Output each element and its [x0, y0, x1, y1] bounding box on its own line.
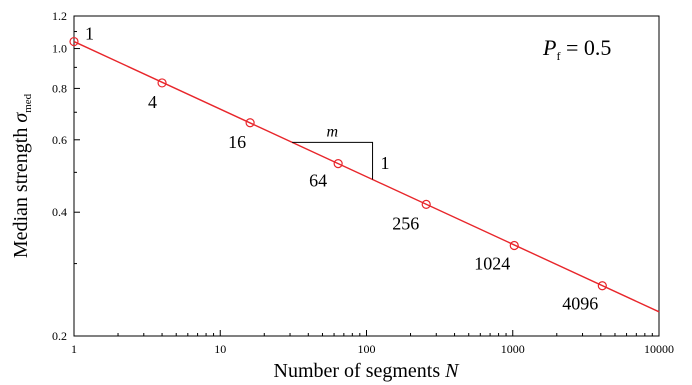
y-tick-label: 0.8: [52, 81, 67, 95]
point-label: 16: [228, 132, 246, 152]
data-point: [157, 78, 167, 88]
y-tick-label: 1.0: [52, 42, 67, 56]
x-tick-label: 100: [358, 342, 376, 356]
condition-label: Pf = 0.5: [542, 35, 611, 63]
x-tick-label: 1: [71, 342, 77, 356]
condition-var: P: [542, 35, 556, 60]
data-point: [333, 159, 343, 169]
slope-triangle: m 1: [292, 123, 390, 180]
y-axis-title: Median strength σmed: [10, 93, 34, 258]
slope-triangle-lines: [292, 141, 374, 180]
point-labels: 1 4 16 64 256 1024 4096: [85, 24, 598, 314]
point-label: 1024: [474, 253, 510, 273]
point-label: 4096: [562, 294, 598, 314]
data-point: [245, 118, 255, 128]
y-tick-label: 0.4: [52, 205, 67, 219]
y-tick-label: 1.2: [52, 9, 67, 23]
y-tick-label: 0.6: [52, 133, 67, 147]
x-axis: 1 10 100 1000 10000: [71, 330, 674, 356]
slope-rise-label: 1: [381, 153, 390, 173]
y-axis-title-prefix: Median strength: [10, 123, 32, 259]
y-tick-label: 0.2: [52, 329, 67, 343]
y-axis: 0.2 0.4 0.6 0.8 1.0 1.2: [52, 9, 80, 343]
fit-line-group: [73, 40, 660, 313]
x-axis-title-var: N: [444, 360, 460, 382]
data-point: [597, 281, 607, 291]
point-label: 64: [309, 171, 327, 191]
condition-sub: f: [556, 49, 560, 63]
slope-run-label: m: [327, 123, 339, 140]
minor-ticks: [74, 31, 653, 336]
data-point: [69, 36, 79, 47]
data-points: [69, 36, 607, 291]
fit-line: [73, 40, 660, 313]
x-axis-title-prefix: Number of segments: [274, 360, 446, 382]
condition-rest: = 0.5: [560, 35, 611, 60]
y-axis-title-var: σ: [10, 112, 32, 123]
x-tick-label: 1000: [501, 342, 525, 356]
x-tick-label: 10: [214, 342, 226, 356]
point-label: 1: [85, 24, 94, 44]
data-point: [509, 240, 519, 251]
data-point: [421, 199, 431, 209]
point-label: 256: [392, 213, 419, 233]
point-label: 4: [148, 92, 157, 112]
y-axis-title-sub: med: [22, 93, 34, 112]
x-axis-title: Number of segments N: [274, 360, 461, 382]
x-tick-label: 10000: [644, 342, 674, 356]
